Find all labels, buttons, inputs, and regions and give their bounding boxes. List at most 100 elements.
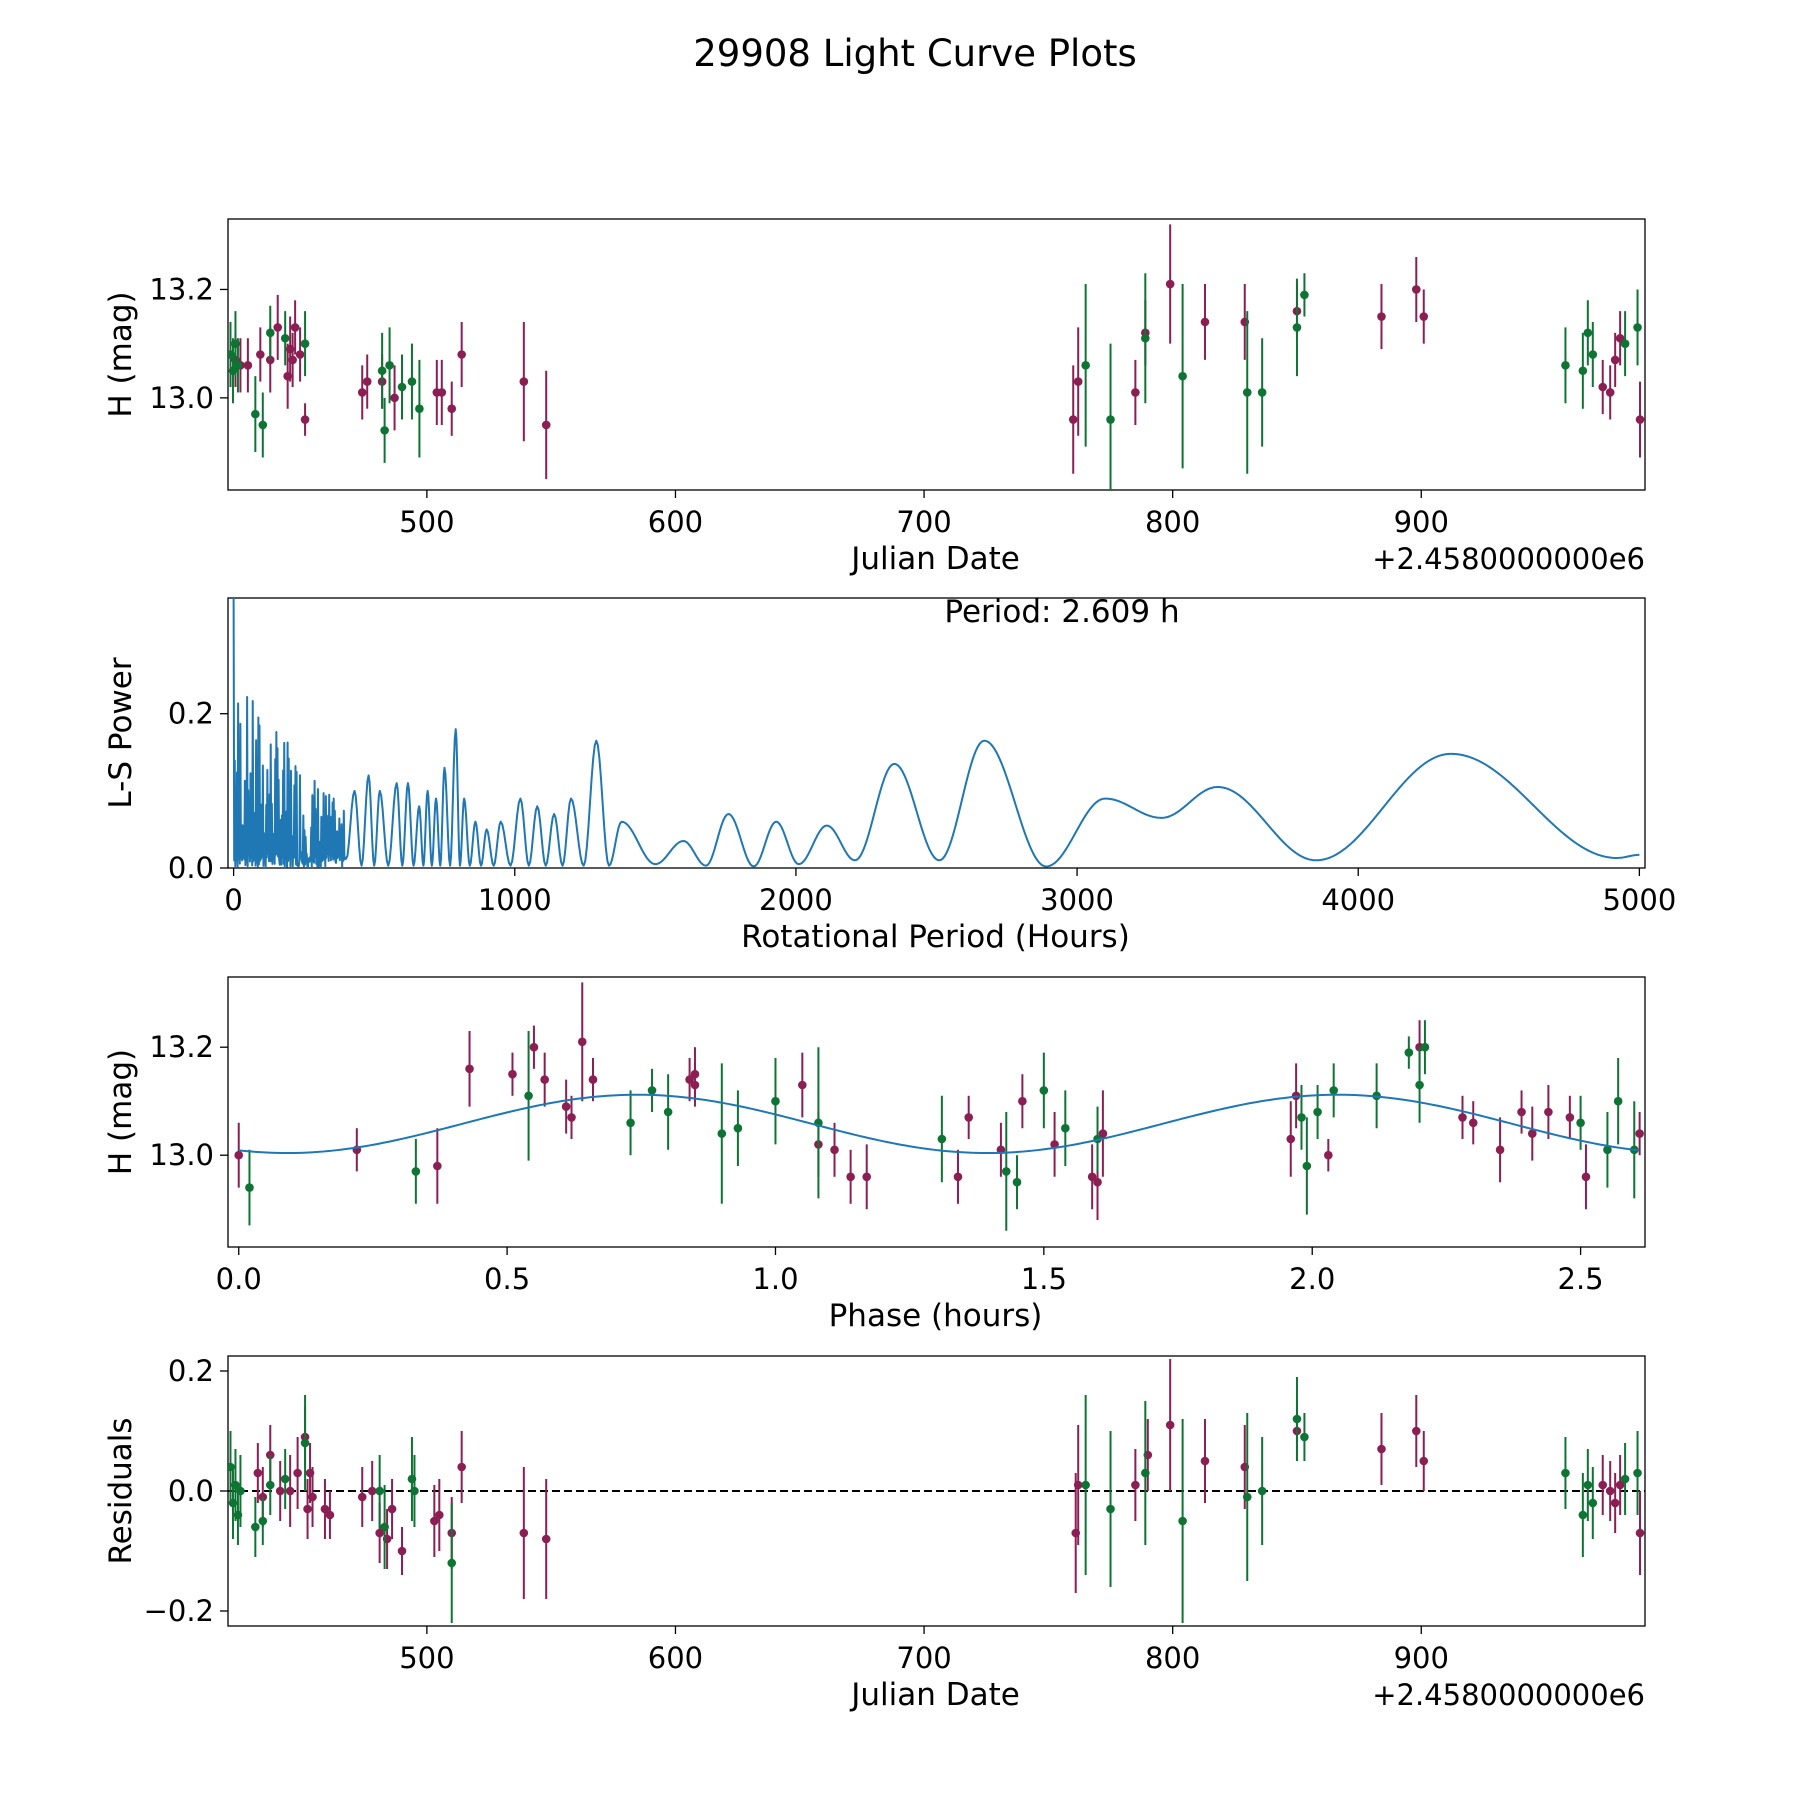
data-point bbox=[1242, 388, 1252, 397]
data-point bbox=[1300, 1432, 1309, 1442]
0-xtick-label: 600 bbox=[648, 505, 703, 539]
data-point bbox=[265, 1480, 275, 1490]
data-point bbox=[1605, 1486, 1615, 1496]
data-point bbox=[541, 420, 551, 430]
data-point bbox=[1073, 1480, 1083, 1490]
data-point bbox=[465, 1064, 474, 1074]
1-xtick-label: 4000 bbox=[1321, 883, 1395, 917]
data-point bbox=[1141, 333, 1150, 343]
data-point bbox=[1458, 1113, 1467, 1122]
data-point bbox=[1012, 1177, 1022, 1187]
1-xtick-label: 1000 bbox=[478, 883, 552, 917]
data-point bbox=[1098, 1129, 1108, 1138]
data-point bbox=[273, 323, 283, 332]
data-point bbox=[561, 1102, 571, 1111]
data-point bbox=[1292, 323, 1302, 332]
0-axes: 500 600 700 800 900 13.0 13.2 Julian Date H (mag… bbox=[103, 218, 1646, 577]
data-point bbox=[1620, 1474, 1630, 1484]
3-series-filter-a bbox=[253, 1359, 1645, 1599]
3-ytick-label: 0.2 bbox=[168, 1354, 214, 1388]
data-point bbox=[457, 350, 466, 359]
data-point bbox=[1576, 1118, 1585, 1128]
data-point bbox=[325, 1510, 335, 1520]
1-ytick-label: 0.2 bbox=[168, 697, 214, 731]
0-ytick-label: 13.0 bbox=[149, 381, 214, 415]
data-point bbox=[1404, 1048, 1414, 1057]
data-point bbox=[1141, 1468, 1150, 1478]
data-point bbox=[457, 1462, 466, 1472]
data-point bbox=[1411, 285, 1421, 294]
data-point bbox=[357, 388, 367, 397]
3-data bbox=[228, 1359, 1645, 1623]
data-point bbox=[1605, 388, 1615, 397]
3-series-filter-b bbox=[228, 1377, 1642, 1623]
data-point bbox=[293, 1468, 302, 1478]
data-point bbox=[1039, 1086, 1049, 1095]
data-point bbox=[1297, 1113, 1306, 1122]
data-point bbox=[236, 1486, 245, 1496]
0-series-filter-b bbox=[228, 273, 1642, 490]
data-point bbox=[1106, 415, 1115, 424]
data-point bbox=[1178, 371, 1187, 381]
data-point bbox=[541, 1534, 551, 1544]
data-point bbox=[447, 1558, 457, 1568]
1-xtick-label: 2000 bbox=[759, 883, 833, 917]
3-x-offset-label: +2.4580000000e6 bbox=[1372, 1678, 1645, 1712]
data-point bbox=[1610, 1498, 1620, 1508]
data-point bbox=[380, 1522, 389, 1532]
data-point bbox=[1527, 1129, 1537, 1138]
data-point bbox=[1615, 1480, 1625, 1490]
2-series-filter-a bbox=[234, 982, 1644, 1220]
2-xtick-label: 0.5 bbox=[484, 1262, 530, 1296]
data-point bbox=[435, 1510, 444, 1520]
0-xtick-label: 500 bbox=[399, 505, 454, 539]
3-xtick-label: 800 bbox=[1145, 1641, 1200, 1675]
data-point bbox=[1329, 1086, 1338, 1095]
data-point bbox=[253, 1468, 263, 1478]
data-point bbox=[258, 420, 268, 430]
data-point bbox=[1411, 1426, 1421, 1436]
data-point bbox=[1061, 1123, 1070, 1133]
data-point bbox=[367, 1486, 377, 1496]
2-xlabel: Phase (hours) bbox=[829, 1298, 1043, 1334]
data-point bbox=[1302, 1161, 1312, 1171]
data-point bbox=[1377, 1444, 1386, 1454]
3-axes: 500 600 700 800 900 −0.2 0.0 0.2 Julian Date Resi… bbox=[103, 1354, 1646, 1713]
data-point bbox=[1292, 1414, 1302, 1424]
data-point bbox=[1165, 279, 1175, 289]
data-point bbox=[275, 1486, 285, 1496]
data-point bbox=[1495, 1145, 1505, 1155]
data-point bbox=[288, 355, 297, 365]
3-ytick-label: −0.2 bbox=[144, 1594, 214, 1628]
data-point bbox=[1581, 1172, 1591, 1182]
data-point bbox=[258, 1516, 268, 1526]
data-point bbox=[397, 1546, 407, 1556]
data-point bbox=[519, 377, 529, 386]
data-point bbox=[1583, 328, 1593, 338]
2-ytick-label: 13.0 bbox=[149, 1138, 214, 1172]
data-point bbox=[437, 388, 447, 397]
data-point bbox=[251, 1522, 260, 1532]
2-ytick-label: 13.2 bbox=[149, 1030, 214, 1064]
1-ylabel: L-S Power bbox=[103, 657, 139, 808]
data-point bbox=[1633, 1468, 1642, 1478]
data-point bbox=[390, 393, 399, 403]
data-point bbox=[1633, 323, 1642, 332]
1-xtick-label: 0 bbox=[224, 883, 242, 917]
figure-title: 29908 Light Curve Plots bbox=[693, 32, 1137, 75]
data-point bbox=[1200, 317, 1210, 327]
2-data bbox=[234, 982, 1644, 1231]
2-xtick-label: 1.0 bbox=[752, 1262, 798, 1296]
1-xtick-label: 5000 bbox=[1602, 883, 1676, 917]
data-point bbox=[295, 350, 305, 359]
data-point bbox=[280, 1474, 290, 1484]
1-frame bbox=[227, 597, 1646, 869]
data-point bbox=[1588, 350, 1598, 359]
data-point bbox=[567, 1113, 576, 1122]
data-point bbox=[1578, 1510, 1588, 1520]
data-point bbox=[357, 1492, 367, 1502]
data-point bbox=[1257, 1486, 1267, 1496]
3-xtick-label: 500 bbox=[399, 1641, 454, 1675]
